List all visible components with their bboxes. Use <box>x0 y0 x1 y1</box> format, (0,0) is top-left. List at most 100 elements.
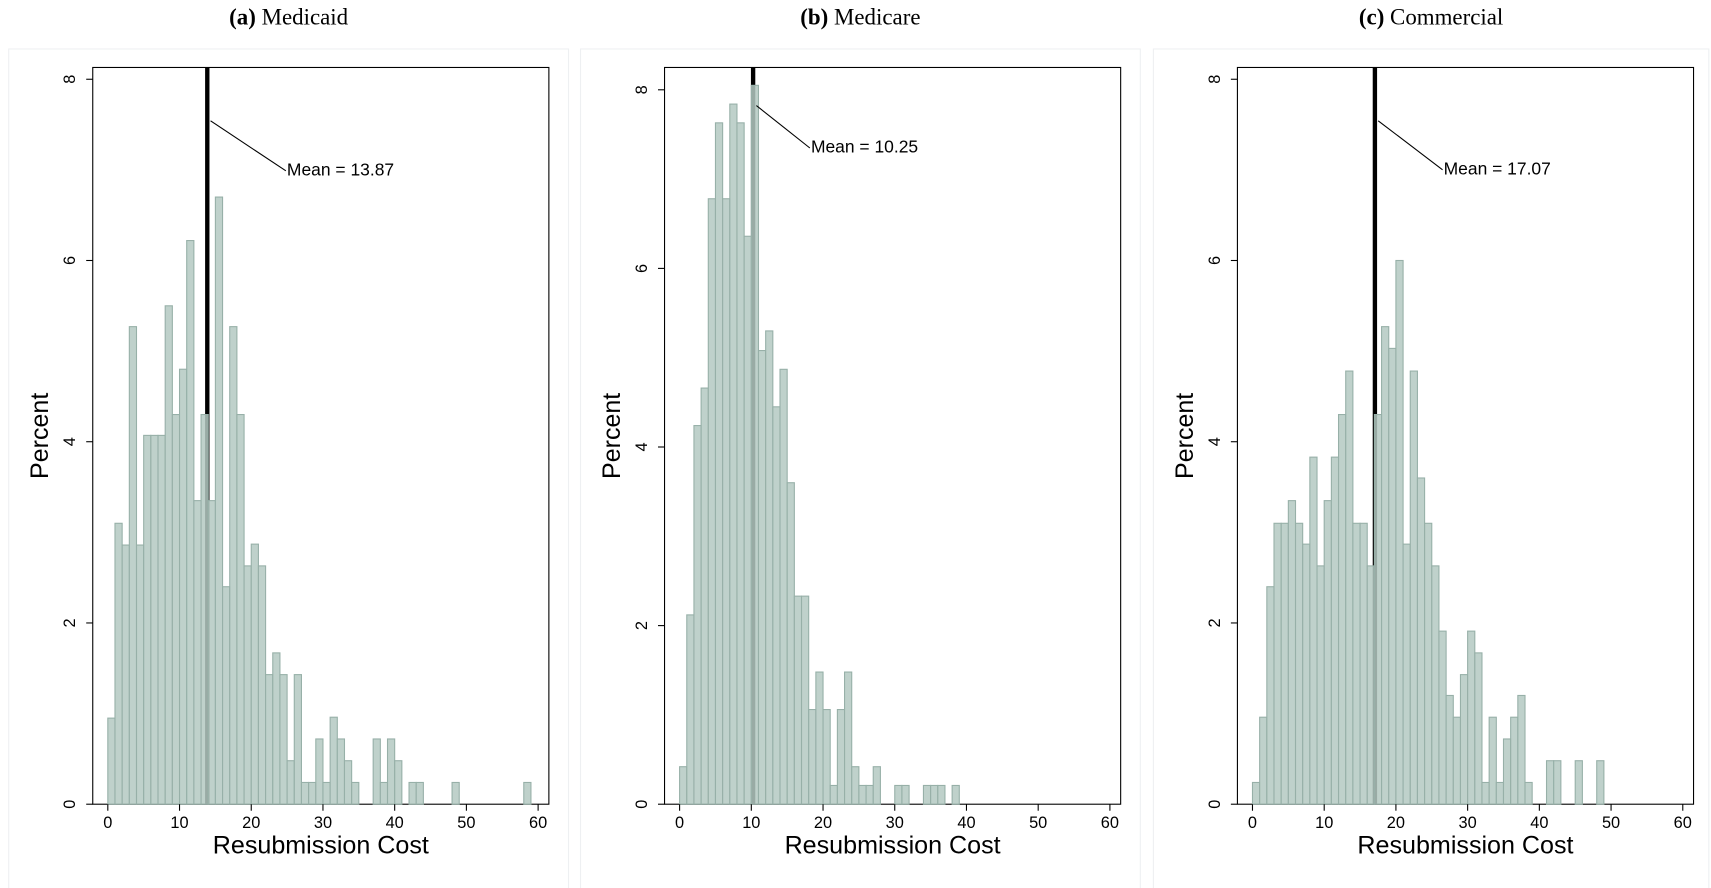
x-tick-label: 60 <box>1101 814 1119 832</box>
bar <box>1416 477 1426 805</box>
bar <box>157 434 166 805</box>
bar <box>286 760 295 805</box>
bar <box>293 674 302 805</box>
bar <box>107 717 116 805</box>
bar <box>1495 781 1505 805</box>
bar <box>844 671 853 805</box>
bar <box>1266 586 1275 805</box>
x-tick-label: 10 <box>742 814 760 832</box>
bar <box>1553 760 1562 805</box>
x-tick-label: 50 <box>1602 814 1620 832</box>
x-tick-label: 40 <box>1530 814 1548 832</box>
bar <box>1467 630 1476 805</box>
y-tick-label: 4 <box>1206 437 1224 446</box>
bar <box>851 766 860 805</box>
bar <box>800 595 810 805</box>
bar <box>114 522 123 805</box>
bar <box>372 738 381 805</box>
bar <box>1345 370 1354 805</box>
bar <box>1510 716 1519 805</box>
bar <box>822 709 831 805</box>
bar <box>894 784 903 805</box>
bar <box>930 784 939 805</box>
y-tick-label: 6 <box>1206 256 1224 265</box>
bar <box>408 781 417 805</box>
bar <box>736 122 745 805</box>
y-tick-label: 4 <box>61 437 79 446</box>
bar <box>351 781 360 805</box>
panel-name: Medicaid <box>262 5 349 30</box>
bar <box>1273 522 1282 805</box>
bar <box>865 784 874 805</box>
annotation-leader <box>1377 120 1443 171</box>
bar <box>193 500 202 805</box>
bar <box>250 543 259 805</box>
bar <box>200 413 209 805</box>
bar <box>322 781 331 805</box>
bar <box>222 586 231 805</box>
panel-name: Medicare <box>834 5 920 30</box>
bar <box>1488 716 1497 805</box>
bar <box>1388 347 1397 805</box>
panel-title: (a) Medicaid <box>229 5 349 30</box>
bar <box>394 760 403 805</box>
x-tick-label: 0 <box>103 814 112 832</box>
panel-name: Commercial <box>1390 5 1503 30</box>
bar <box>279 674 288 805</box>
x-tick-label: 0 <box>1248 814 1257 832</box>
bar <box>150 434 159 805</box>
bar <box>186 240 195 805</box>
bar <box>872 766 881 805</box>
bar <box>829 784 838 805</box>
bar <box>1352 522 1361 805</box>
bar <box>901 784 910 805</box>
panel-frame <box>1152 48 1710 888</box>
bar <box>757 350 767 805</box>
x-tick-label: 60 <box>529 814 547 832</box>
y-tick-label: 8 <box>1206 75 1224 84</box>
bar <box>1474 652 1483 805</box>
panel-label: (c) <box>1359 5 1384 30</box>
bar <box>1259 716 1268 805</box>
bar <box>1431 565 1440 805</box>
y-tick-label: 8 <box>633 85 651 94</box>
bar <box>257 565 267 805</box>
panel-frame <box>579 48 1141 888</box>
y-axis-label: Percent <box>598 393 626 479</box>
mean-annotation: Mean = 10.25 <box>811 137 918 157</box>
bar <box>329 716 338 805</box>
y-axis-label: Percent <box>1171 393 1199 479</box>
panel-title: (b) Medicare <box>800 5 920 30</box>
bar <box>743 235 752 805</box>
bar <box>229 326 238 805</box>
bar <box>815 671 824 805</box>
bar <box>779 368 788 805</box>
y-tick-label: 4 <box>633 442 651 451</box>
bar <box>1359 522 1368 805</box>
y-tick-label: 6 <box>633 264 651 273</box>
bar <box>1280 522 1289 805</box>
x-tick-label: 50 <box>457 814 475 832</box>
y-tick-label: 2 <box>61 618 79 627</box>
x-tick-label: 30 <box>314 814 332 832</box>
x-tick-label: 20 <box>1387 814 1405 832</box>
x-tick-label: 20 <box>814 814 832 832</box>
bar <box>121 544 130 805</box>
x-tick-label: 50 <box>1029 814 1047 832</box>
bar <box>786 482 795 805</box>
bar <box>1409 370 1418 805</box>
y-tick-label: 8 <box>61 75 79 84</box>
bar <box>951 784 960 805</box>
bar <box>171 413 181 805</box>
x-tick-label: 30 <box>1459 814 1477 832</box>
bar <box>1381 326 1390 805</box>
bar <box>1438 630 1447 805</box>
mean-annotation: Mean = 17.07 <box>1444 158 1551 178</box>
bar <box>836 709 846 805</box>
bar <box>236 413 245 805</box>
x-tick-label: 30 <box>886 814 904 832</box>
bar <box>722 198 731 805</box>
annotation-leader <box>210 120 287 172</box>
bar <box>272 652 281 805</box>
